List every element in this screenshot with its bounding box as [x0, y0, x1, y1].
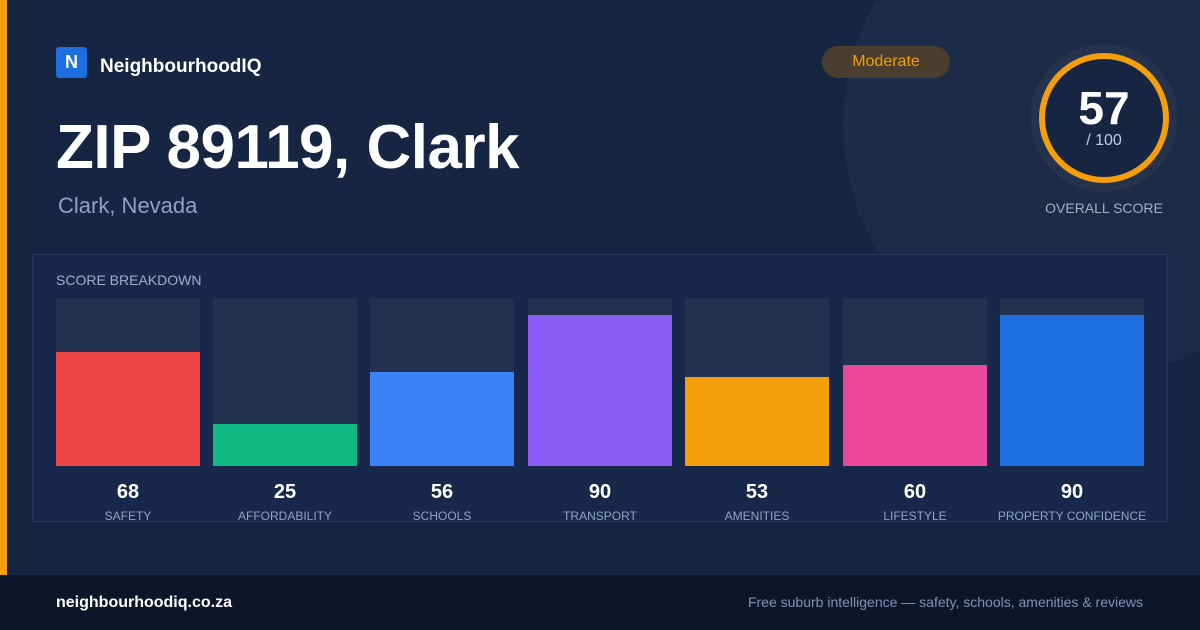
- footer-site-link[interactable]: neighbourhoodiq.co.za: [56, 594, 232, 611]
- bar-label: AFFORDABILITY: [237, 509, 332, 523]
- brand-name: NeighbourhoodIQ: [100, 56, 262, 77]
- overall-score-value: 57: [1078, 82, 1130, 134]
- score-ring-stroke: [1039, 53, 1169, 183]
- bar-fill: [56, 351, 200, 466]
- bar-track: [370, 298, 514, 466]
- bar-fill: [843, 365, 987, 466]
- rating-badge: Moderate: [822, 46, 950, 78]
- score-bar-amenities: 53 AMENITIES: [685, 298, 829, 523]
- bar-value: 60: [903, 481, 927, 503]
- bar-label: TRANSPORT: [563, 509, 637, 523]
- score-bar-safety: 68 SAFETY: [56, 298, 200, 523]
- bar-track: [213, 298, 357, 466]
- bar-fill: [370, 371, 514, 466]
- score-breakdown-panel: SCORE BREAKDOWN 68 SAFETY 25 AFFORDABILI…: [32, 254, 1168, 523]
- bar-fill: [1000, 314, 1144, 466]
- overall-score-max: / 100: [1086, 132, 1122, 149]
- bar-track: [1000, 298, 1144, 466]
- bar-label: PROPERTY CONFIDENCE: [997, 509, 1147, 523]
- bar-value: 90: [1060, 481, 1084, 503]
- bar-track: [56, 298, 200, 466]
- score-bar-property-confidence: 90 PROPERTY CONFIDENCE: [998, 298, 1146, 523]
- accent-bar: [0, 0, 7, 575]
- bar-value: 53: [745, 481, 769, 503]
- score-bar-affordability: 25 AFFORDABILITY: [213, 298, 357, 523]
- page-title: ZIP 89119, Clark: [56, 113, 520, 182]
- bar-label: LIFESTYLE: [883, 509, 947, 523]
- logo-icon: N: [56, 46, 87, 78]
- bar-value: 90: [588, 481, 612, 503]
- bar-label: AMENITIES: [724, 509, 790, 523]
- bar-track: [685, 298, 829, 466]
- bar-track: [528, 298, 672, 466]
- score-bar-schools: 56 SCHOOLS: [370, 298, 514, 523]
- bar-fill: [213, 424, 357, 466]
- brand[interactable]: N NeighbourhoodIQ: [56, 46, 261, 78]
- bar-label: SCHOOLS: [412, 509, 472, 523]
- bar-track: [843, 298, 987, 466]
- share-card: N NeighbourhoodIQ ZIP 89119, Clark Clark…: [0, 0, 1200, 575]
- breakdown-title: SCORE BREAKDOWN: [56, 272, 202, 288]
- location-subtitle: Clark, Nevada: [58, 193, 198, 218]
- score-bar-lifestyle: 60 LIFESTYLE: [843, 298, 987, 523]
- overall-score-caption: OVERALL SCORE: [1045, 200, 1163, 216]
- bar-label: SAFETY: [104, 509, 152, 523]
- bar-value: 68: [116, 481, 140, 503]
- bar-fill: [685, 376, 829, 466]
- bar-value: 25: [273, 481, 297, 503]
- score-bar-transport: 90 TRANSPORT: [528, 298, 672, 523]
- bar-value: 56: [430, 481, 454, 503]
- bar-fill: [528, 314, 672, 466]
- footer-tagline: Free suburb intelligence — safety, schoo…: [747, 594, 1143, 610]
- footer: neighbourhoodiq.co.za Free suburb intell…: [0, 575, 1200, 630]
- overall-score-ring: [1030, 44, 1178, 192]
